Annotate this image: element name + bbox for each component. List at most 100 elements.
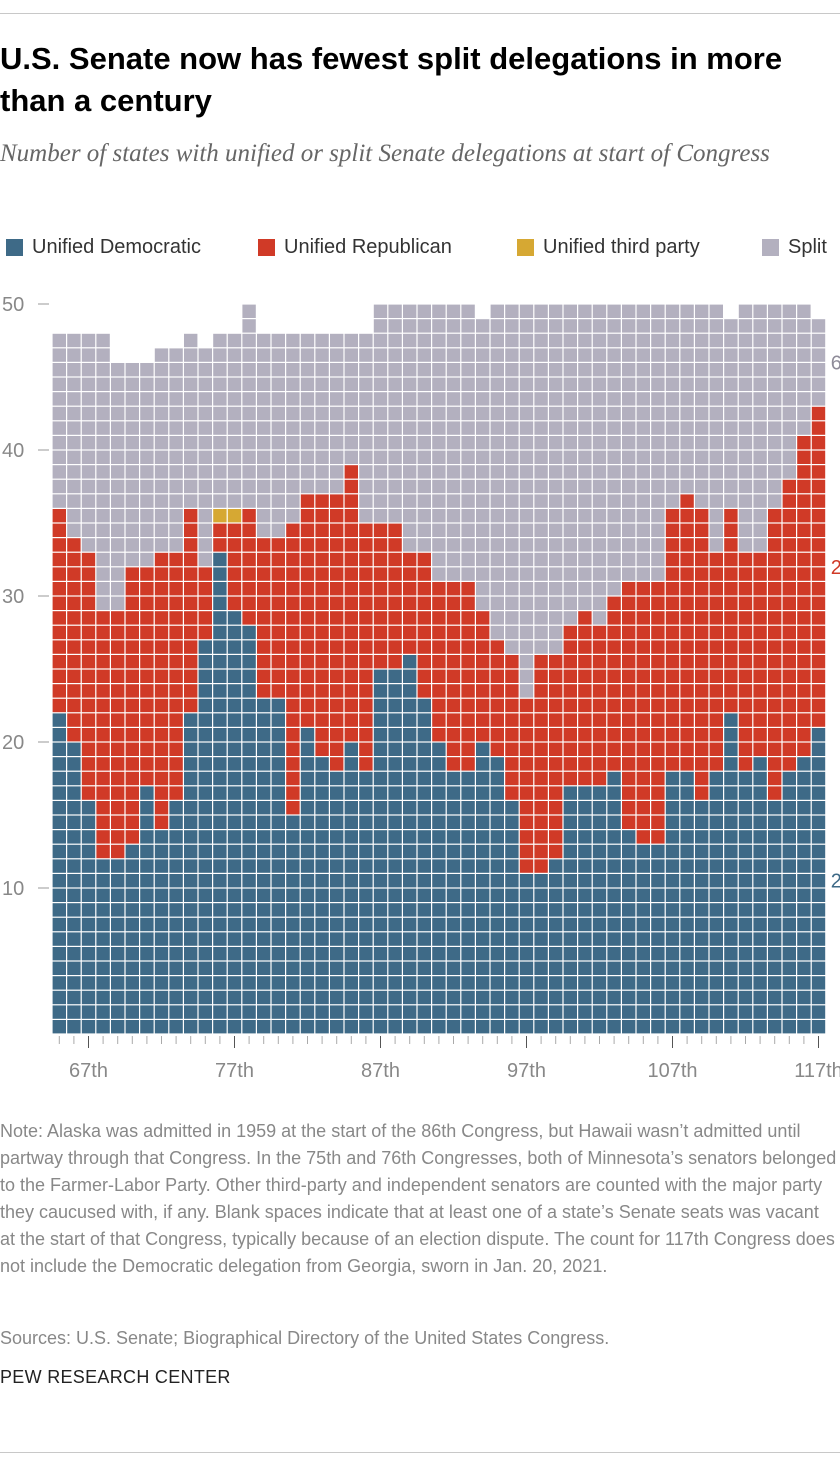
cell-unified-democratic xyxy=(373,859,388,873)
cell-split xyxy=(753,363,767,377)
end-label: 21 xyxy=(831,871,840,893)
cell-split xyxy=(709,465,723,479)
cell-unified-democratic xyxy=(257,742,271,756)
cell-unified-republican xyxy=(111,625,125,640)
cell-unified-democratic xyxy=(549,961,563,975)
cell-unified-democratic xyxy=(490,1005,504,1019)
cell-split xyxy=(519,669,534,683)
cell-unified-republican xyxy=(286,567,300,581)
cell-split xyxy=(476,509,490,523)
cell-unified-democratic xyxy=(461,932,475,946)
cell-unified-republican xyxy=(154,771,169,786)
cell-unified-democratic xyxy=(636,1005,650,1019)
cell-split xyxy=(315,392,329,406)
cell-split xyxy=(578,494,592,508)
cell-unified-democratic xyxy=(67,917,81,932)
cell-unified-republican xyxy=(753,596,767,610)
cell-unified-democratic xyxy=(271,742,285,756)
cell-split xyxy=(563,304,577,318)
cell-unified-democratic xyxy=(607,976,621,990)
cell-unified-democratic xyxy=(490,1020,504,1034)
cell-split xyxy=(738,436,753,450)
cell-unified-republican xyxy=(154,655,169,669)
cell-unified-democratic xyxy=(52,903,66,917)
cell-unified-democratic xyxy=(519,932,534,946)
cell-split xyxy=(461,392,475,406)
cell-unified-democratic xyxy=(300,786,315,800)
cell-split xyxy=(651,392,665,406)
cell-unified-republican xyxy=(227,567,242,581)
cell-unified-democratic xyxy=(461,1005,475,1019)
cell-unified-democratic xyxy=(476,1020,490,1034)
cell-split xyxy=(768,377,782,391)
cell-unified-democratic xyxy=(651,961,665,975)
cell-unified-democratic xyxy=(198,713,212,727)
cell-unified-republican xyxy=(344,552,358,567)
cell-unified-democratic xyxy=(344,1005,358,1019)
cell-split xyxy=(388,348,402,362)
cell-unified-democratic xyxy=(622,1020,636,1034)
cell-split xyxy=(519,406,534,421)
cell-unified-republican xyxy=(111,713,125,727)
cell-split xyxy=(622,406,636,421)
cell-unified-republican xyxy=(271,655,285,669)
cell-unified-republican xyxy=(140,640,154,654)
cell-unified-democratic xyxy=(476,990,490,1005)
cell-unified-democratic xyxy=(403,742,417,756)
cell-split xyxy=(738,523,753,537)
cell-unified-republican xyxy=(782,640,796,654)
cell-unified-republican xyxy=(563,684,577,698)
cell-split xyxy=(782,333,796,348)
cell-split xyxy=(505,406,519,421)
cell-unified-democratic xyxy=(797,932,811,946)
cell-split xyxy=(67,363,81,377)
cell-unified-republican xyxy=(680,552,694,567)
cell-unified-democratic xyxy=(476,742,490,756)
cell-split xyxy=(563,523,577,537)
cell-unified-republican xyxy=(271,552,285,567)
cell-unified-democratic xyxy=(490,771,504,786)
cell-unified-republican xyxy=(169,771,183,786)
cell-split xyxy=(169,392,183,406)
cell-split xyxy=(811,363,826,377)
cell-unified-republican xyxy=(344,509,358,523)
cell-split xyxy=(476,363,490,377)
cell-unified-republican xyxy=(709,669,723,683)
cell-unified-republican xyxy=(461,757,475,771)
cell-unified-republican xyxy=(811,611,826,625)
cell-unified-democratic xyxy=(563,844,577,859)
cell-unified-democratic xyxy=(622,961,636,975)
cell-unified-democratic xyxy=(432,742,446,756)
cell-unified-republican xyxy=(417,655,431,669)
cell-unified-republican xyxy=(96,655,110,669)
cell-unified-democratic xyxy=(578,874,592,888)
cell-unified-republican xyxy=(768,742,782,756)
cell-unified-republican xyxy=(709,596,723,610)
cell-unified-democratic xyxy=(140,961,154,975)
cell-unified-democratic xyxy=(96,859,110,873)
cell-split xyxy=(578,392,592,406)
cell-split xyxy=(140,436,154,450)
cell-unified-democratic xyxy=(213,611,227,625)
cell-unified-democratic xyxy=(592,1005,607,1019)
cell-split xyxy=(446,494,461,508)
cell-unified-democratic xyxy=(286,844,300,859)
cell-unified-republican xyxy=(680,625,694,640)
cell-split xyxy=(227,348,242,362)
cell-split xyxy=(111,377,125,391)
cell-unified-republican xyxy=(388,596,402,610)
cell-split xyxy=(227,479,242,494)
cell-split xyxy=(797,333,811,348)
cell-split xyxy=(198,406,212,421)
cell-unified-democratic xyxy=(198,655,212,669)
cell-unified-republican xyxy=(607,640,621,654)
cell-unified-democratic xyxy=(286,859,300,873)
cell-split xyxy=(271,392,285,406)
cell-unified-republican xyxy=(490,640,504,654)
cell-unified-democratic xyxy=(709,947,723,961)
cell-unified-republican xyxy=(505,713,519,727)
cell-unified-republican xyxy=(607,684,621,698)
cell-unified-republican xyxy=(257,567,271,581)
cell-split xyxy=(753,494,767,508)
cell-unified-republican xyxy=(227,538,242,552)
